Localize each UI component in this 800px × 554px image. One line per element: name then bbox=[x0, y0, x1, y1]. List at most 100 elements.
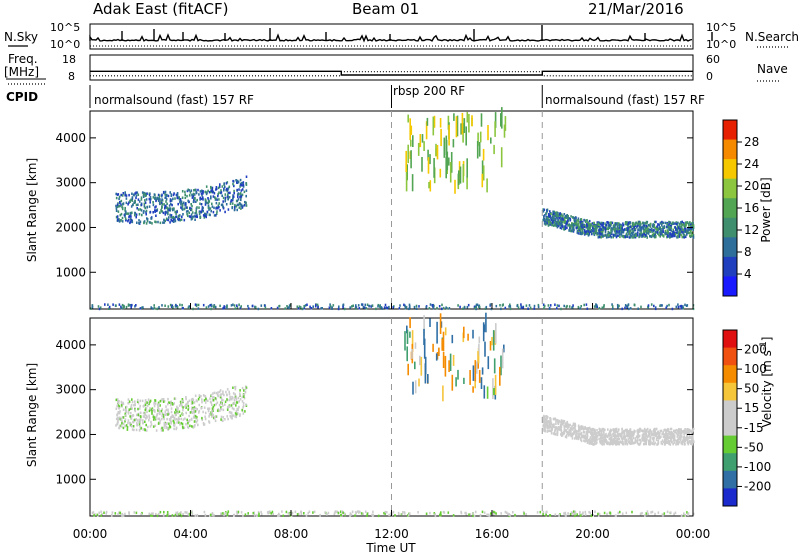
data-cell bbox=[151, 512, 153, 515]
data-cell bbox=[209, 304, 211, 307]
data-cell bbox=[131, 407, 133, 410]
data-cell bbox=[119, 410, 121, 413]
data-cell bbox=[636, 437, 639, 440]
data-cell bbox=[150, 423, 153, 426]
data-cell bbox=[628, 227, 630, 230]
data-cell bbox=[636, 222, 639, 225]
data-cell bbox=[626, 228, 629, 232]
data-cell bbox=[548, 220, 551, 224]
data-cell bbox=[170, 193, 173, 196]
data-cell bbox=[653, 226, 656, 229]
velocity-unit-exponent: -1 bbox=[759, 341, 769, 350]
data-cell bbox=[445, 156, 447, 179]
data-cell bbox=[201, 418, 204, 422]
data-cell bbox=[174, 305, 177, 308]
data-cell bbox=[659, 229, 662, 233]
data-cell bbox=[242, 401, 245, 405]
data-cell bbox=[616, 437, 619, 441]
data-cell bbox=[445, 306, 447, 309]
data-cell bbox=[247, 307, 250, 310]
data-cell bbox=[613, 429, 615, 433]
data-cell bbox=[629, 432, 632, 435]
data-cell bbox=[544, 425, 546, 428]
data-cell bbox=[625, 441, 628, 444]
data-cell bbox=[116, 422, 119, 425]
data-cell bbox=[186, 511, 188, 514]
data-cell bbox=[565, 436, 568, 439]
data-cell bbox=[469, 513, 472, 516]
data-cell bbox=[580, 305, 582, 308]
data-cell bbox=[650, 431, 653, 435]
data-cell bbox=[552, 217, 555, 220]
data-cell bbox=[136, 221, 138, 224]
data-cell bbox=[144, 194, 147, 198]
data-cell bbox=[188, 305, 190, 308]
data-cell bbox=[171, 216, 173, 219]
data-cell bbox=[560, 213, 563, 216]
data-cell bbox=[555, 420, 557, 423]
data-cell bbox=[598, 228, 600, 232]
data-cell bbox=[590, 428, 592, 432]
data-cell bbox=[184, 193, 186, 196]
data-cell bbox=[618, 437, 621, 441]
data-cell bbox=[138, 418, 141, 422]
data-cell bbox=[154, 206, 156, 209]
data-cell bbox=[567, 218, 569, 222]
data-cell bbox=[600, 236, 602, 239]
data-cell bbox=[571, 428, 574, 431]
data-cell bbox=[165, 217, 168, 220]
colorbar-tick-label: 20 bbox=[744, 179, 759, 193]
data-cell bbox=[644, 514, 646, 517]
data-cell bbox=[153, 402, 155, 405]
data-cell bbox=[175, 408, 177, 411]
data-cell bbox=[432, 343, 434, 352]
data-cell bbox=[120, 203, 122, 206]
data-cell bbox=[130, 424, 133, 428]
data-cell bbox=[362, 512, 364, 516]
colorbar-segment bbox=[723, 217, 737, 238]
data-cell bbox=[103, 511, 105, 514]
data-cell bbox=[173, 421, 175, 424]
data-cell bbox=[219, 209, 221, 212]
data-cell bbox=[672, 442, 674, 446]
data-cell bbox=[442, 331, 445, 352]
data-cell bbox=[133, 511, 136, 514]
data-cell bbox=[195, 304, 198, 308]
data-cell bbox=[224, 400, 227, 403]
data-cell bbox=[648, 432, 651, 436]
data-cell bbox=[168, 422, 170, 425]
data-cell bbox=[572, 422, 575, 425]
data-cell bbox=[122, 401, 124, 405]
data-cell bbox=[637, 233, 639, 237]
data-cell bbox=[236, 179, 239, 183]
data-cell bbox=[181, 204, 184, 207]
data-cell bbox=[682, 305, 684, 308]
data-cell bbox=[140, 209, 143, 212]
data-cell bbox=[179, 400, 182, 404]
data-cell bbox=[593, 221, 595, 225]
data-cell bbox=[616, 234, 619, 237]
data-cell bbox=[222, 512, 224, 515]
data-cell bbox=[654, 441, 656, 445]
data-cell bbox=[579, 224, 582, 228]
data-cell bbox=[131, 303, 133, 307]
data-cell bbox=[129, 415, 131, 418]
data-cell bbox=[649, 230, 652, 233]
data-cell bbox=[634, 236, 637, 239]
data-cell bbox=[563, 304, 565, 308]
data-cell bbox=[239, 306, 242, 310]
data-cell bbox=[569, 423, 571, 427]
data-cell bbox=[587, 428, 589, 432]
x-tick-label: 20:00 bbox=[575, 527, 610, 541]
data-cell bbox=[186, 402, 189, 405]
data-cell bbox=[415, 307, 418, 310]
data-cell bbox=[329, 303, 331, 306]
data-cell bbox=[428, 307, 431, 310]
data-cell bbox=[688, 221, 691, 224]
data-cell bbox=[122, 408, 125, 411]
data-cell bbox=[134, 201, 136, 204]
data-cell bbox=[210, 197, 212, 200]
data-cell bbox=[666, 510, 669, 514]
data-cell bbox=[645, 430, 648, 433]
data-cell bbox=[408, 307, 410, 311]
